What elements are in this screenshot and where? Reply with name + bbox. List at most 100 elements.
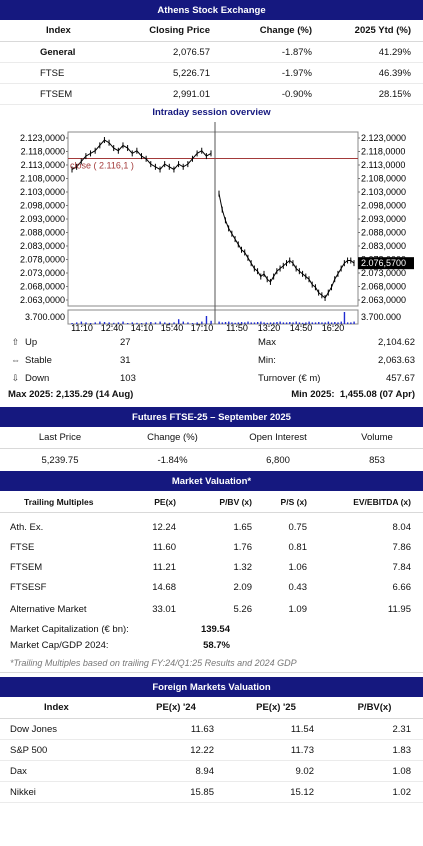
- max-value: 2,104.62: [378, 336, 415, 348]
- foreign-pe-24: 15.85: [190, 786, 214, 798]
- volume-bar: [353, 321, 355, 324]
- volume-bar: [346, 322, 349, 324]
- valuation-pbv: 1.32: [233, 561, 253, 573]
- futures-open-interest: 6,800: [266, 454, 290, 466]
- col-index: Index: [44, 702, 69, 713]
- volume-bar: [273, 322, 275, 324]
- volume-bar: [321, 322, 323, 324]
- y-tick-label-left: 2.103,0000: [20, 187, 65, 197]
- down-arrow-icon: ⇩: [11, 372, 20, 383]
- volume-bar: [330, 322, 333, 324]
- y-tick-label-left: 2.083,0000: [20, 241, 65, 251]
- volume-bar: [276, 322, 278, 324]
- y-tick-label-right: 2.088,0000: [361, 228, 406, 238]
- volume-bar: [159, 321, 161, 324]
- foreign-index: Dax: [10, 765, 27, 777]
- volume-bar: [301, 322, 304, 324]
- foreign-pbv: 2.31: [392, 723, 412, 735]
- foreign-pe-25: 11.54: [290, 723, 314, 735]
- volume-plot-frame: [67, 309, 359, 325]
- volume-bar: [340, 321, 342, 324]
- y-tick-label-left: 2.118,0000: [21, 147, 65, 157]
- foreign-title: Foreign Markets Valuation: [0, 677, 423, 697]
- valuation-ev-ebitda: 11.95: [387, 603, 411, 615]
- volume-bar: [234, 322, 236, 324]
- volume-bar: [80, 321, 83, 324]
- col-open-interest: Open Interest: [249, 432, 307, 443]
- col-pe-24: PE(x) '24: [156, 702, 196, 713]
- stable-count: 31: [120, 354, 131, 366]
- exchange-header-row: Index Closing Price Change (%) 2025 Ytd …: [0, 20, 423, 42]
- valuation-pbv: 1.65: [233, 521, 253, 533]
- foreign-header-row: Index PE(x) '24 PE(x) '25 P/BV(x): [0, 697, 423, 719]
- volume-bar: [127, 323, 129, 324]
- valuation-ps: 1.06: [288, 561, 308, 573]
- volume-bar: [210, 320, 212, 324]
- valuation-ev-ebitda: 8.04: [392, 521, 412, 533]
- valuation-market: Ath. Ex.: [10, 521, 44, 533]
- volume-bar: [140, 323, 143, 324]
- volume-bar: [318, 322, 320, 324]
- intraday-chart: 2.123,0000 2.123,0000 2.118,0000 2.118,0000…: [20, 122, 414, 333]
- col-pbv: P/BV(x): [357, 702, 392, 713]
- volume-bar: [350, 322, 352, 324]
- down-label: Down: [25, 372, 50, 384]
- foreign-pe-25: 9.02: [295, 765, 315, 777]
- max-2025: Max 2025: 2,135.29 (14 Aug): [8, 388, 134, 400]
- index-change: -1.97%: [281, 67, 312, 79]
- yearly-extremes: Max 2025: 2,135.29 (14 Aug) Min 2025: 1,…: [0, 387, 423, 401]
- valuation-note: *Trailing Multiples based on trailing FY…: [0, 653, 423, 673]
- market-cap-label: Market Capitalization (€ bn):: [10, 623, 129, 635]
- up-label: Up: [25, 336, 38, 348]
- stats-row-up: ⇧ Up 27 Max 2,104.62: [0, 333, 423, 351]
- col-pe: PE(x): [154, 496, 176, 507]
- volume-bar: [266, 322, 269, 324]
- volume-bar: [117, 322, 120, 324]
- volume-label-right: 3.700.000: [361, 312, 401, 322]
- market-cap-row: Market Capitalization (€ bn): 139.54: [0, 621, 423, 637]
- col-index: Index: [46, 25, 71, 36]
- y-tick-label-right: 2.083,0000: [361, 241, 406, 251]
- volume-bar: [253, 322, 256, 324]
- valuation-market: FTSE: [10, 541, 35, 553]
- volume-bar: [247, 321, 249, 324]
- volume-bar: [343, 312, 346, 324]
- foreign-pe-24: 12.22: [190, 744, 214, 756]
- volume-bar: [187, 322, 189, 324]
- volume-bar: [85, 322, 87, 324]
- valuation-row: FTSEM 11.21 1.32 1.06 7.84: [0, 557, 423, 577]
- col-change: Change (%): [259, 25, 312, 36]
- volume-bar: [256, 322, 259, 324]
- col-volume: Volume: [361, 432, 393, 443]
- foreign-index: Nikkei: [10, 786, 36, 798]
- futures-header-row: Last Price Change (%) Open Interest Volu…: [0, 427, 423, 449]
- cap-gdp-row: Market Cap/GDP 2024: 58.7%: [0, 637, 423, 653]
- valuation-pe: 11.60: [152, 541, 176, 553]
- volume-bar: [292, 322, 294, 324]
- volume-bar: [196, 322, 198, 324]
- foreign-pbv: 1.02: [392, 786, 412, 798]
- y-tick-label-left: 2.078,0000: [20, 255, 65, 265]
- valuation-market: Alternative Market: [10, 603, 87, 615]
- volume-bar: [177, 319, 180, 324]
- valuation-market: FTSEM: [10, 561, 43, 573]
- volume-bar: [150, 322, 152, 324]
- volume-label-left: 3.700.000: [25, 312, 65, 322]
- foreign-row: Dow Jones 11.63 11.54 2.31: [0, 719, 423, 740]
- valuation-pbv: 5.26: [233, 603, 253, 615]
- index-price: 5,226.71: [173, 67, 210, 79]
- volume-bar: [71, 323, 73, 324]
- volume-bar: [89, 323, 92, 324]
- valuation-pe: 14.68: [152, 581, 176, 593]
- x-tick-label: 14:10: [131, 323, 154, 333]
- turnover-value: 457.67: [385, 372, 415, 384]
- volume-bar: [168, 322, 171, 324]
- volume-bar: [218, 321, 220, 324]
- x-tick-label: 14:50: [290, 323, 313, 333]
- valuation-ev-ebitda: 6.66: [392, 581, 412, 593]
- valuation-pbv: 1.76: [233, 541, 253, 553]
- col-pbv: P/BV (x): [219, 496, 252, 507]
- volume-bar: [122, 321, 124, 324]
- col-trailing-multiples: Trailing Multiples: [24, 496, 94, 507]
- volume-bar: [164, 322, 166, 324]
